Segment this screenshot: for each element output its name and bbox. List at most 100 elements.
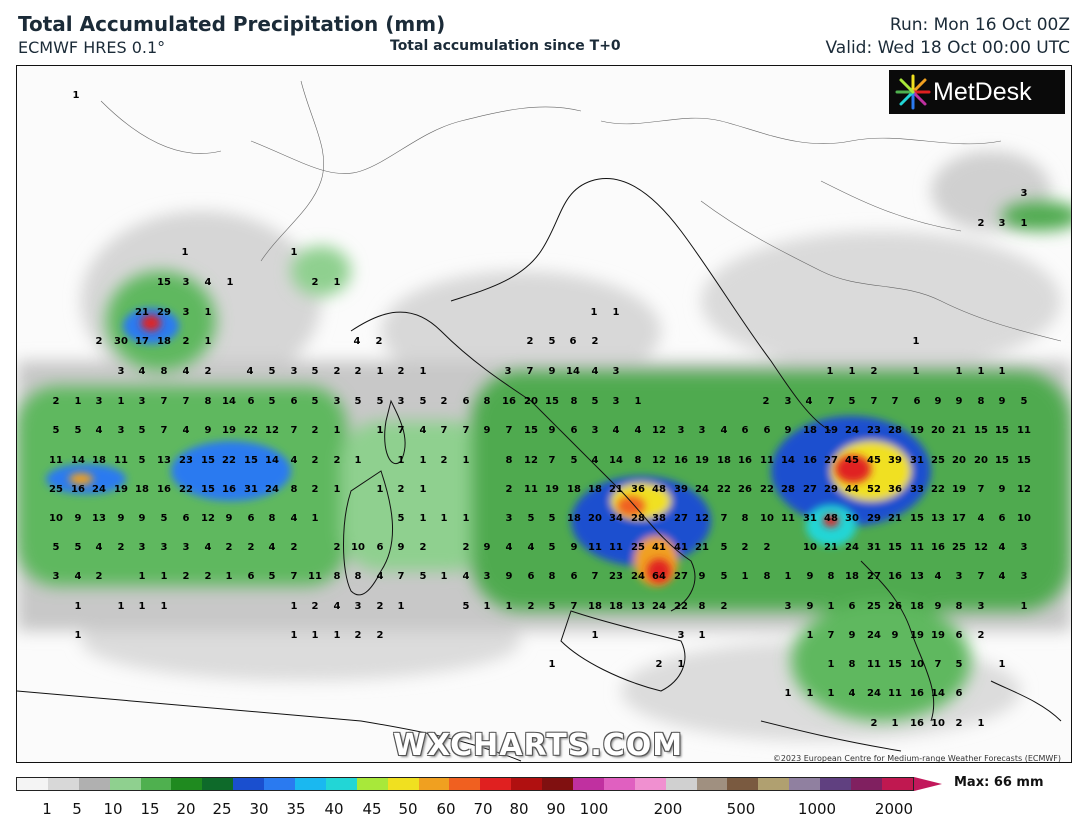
value-label: 1 [139, 571, 146, 582]
value-label: 3 [161, 542, 168, 553]
value-label: 2 [96, 336, 103, 347]
legend-tick-label: 50 [398, 800, 418, 818]
value-label: 18 [588, 484, 602, 495]
value-label: 14 [609, 455, 623, 466]
value-label: 15 [201, 484, 215, 495]
value-label: 13 [931, 513, 945, 524]
value-label: 2 [183, 336, 190, 347]
value-label: 8 [269, 513, 276, 524]
value-label: 1 [118, 396, 125, 407]
value-label: 4 [592, 366, 599, 377]
value-label: 5 [549, 336, 556, 347]
value-label: 5 [571, 455, 578, 466]
value-label: 8 [828, 571, 835, 582]
value-label: 5 [463, 601, 470, 612]
value-label: 11 [867, 659, 881, 670]
value-label: 5 [269, 571, 276, 582]
value-label: 14 [265, 455, 279, 466]
value-label: 2 [377, 601, 384, 612]
value-label: 11 [910, 542, 924, 553]
value-label: 16 [738, 455, 752, 466]
value-label: 39 [888, 455, 902, 466]
value-label: 3 [592, 425, 599, 436]
value-label: 28 [781, 484, 795, 495]
value-label: 7 [398, 571, 405, 582]
value-label: 3 [334, 396, 341, 407]
value-label: 26 [738, 484, 752, 495]
value-label: 3 [956, 571, 963, 582]
value-label: 27 [867, 571, 881, 582]
value-label: 9 [999, 484, 1006, 495]
value-label: 33 [910, 484, 924, 495]
value-label: 12 [265, 425, 279, 436]
value-label: 3 [678, 425, 685, 436]
value-label: 3 [355, 601, 362, 612]
value-label: 2 [764, 542, 771, 553]
legend-swatch [634, 778, 666, 790]
value-label: 4 [96, 542, 103, 553]
value-label: 23 [609, 571, 623, 582]
value-label: 4 [999, 571, 1006, 582]
value-label: 6 [463, 396, 470, 407]
value-label: 3 [613, 366, 620, 377]
value-label: 5 [355, 396, 362, 407]
value-label: 23 [867, 425, 881, 436]
value-label: 16 [157, 484, 171, 495]
model-name: ECMWF HRES 0.1° [18, 38, 166, 57]
value-label: 14 [71, 455, 85, 466]
value-label: 3 [398, 396, 405, 407]
value-label: 1 [742, 571, 749, 582]
value-label: 16 [888, 571, 902, 582]
value-label: 22 [222, 455, 236, 466]
legend-tick-label: 2000 [874, 800, 914, 818]
value-label: 2 [871, 718, 878, 729]
value-label: 7 [398, 425, 405, 436]
value-label: 18 [588, 601, 602, 612]
value-label: 5 [549, 513, 556, 524]
value-label: 20 [974, 455, 988, 466]
value-label: 2 [376, 336, 383, 347]
value-label: 14 [931, 688, 945, 699]
value-label: 1 [484, 601, 491, 612]
value-label: 7 [549, 455, 556, 466]
legend-swatch [387, 778, 419, 790]
value-label: 6 [849, 601, 856, 612]
value-label: 4 [721, 425, 728, 436]
value-label: 1 [827, 366, 834, 377]
value-label: 10 [931, 718, 945, 729]
legend-swatch [820, 778, 852, 790]
value-label: 8 [742, 513, 749, 524]
value-label: 45 [867, 455, 881, 466]
value-label: 9 [807, 571, 814, 582]
value-label: 9 [935, 396, 942, 407]
precipitation-map[interactable]: 1 1 1 15 3 4 1 2 1 21 29 3 1 1 1 2 30 17 18 2 1 4 2 2 5 6 2 1 3 4 8 4 2 4… [16, 65, 1072, 763]
value-label: 11 [781, 513, 795, 524]
value-label: 3 [785, 601, 792, 612]
value-label: 18 [609, 601, 623, 612]
value-label: 16 [803, 455, 817, 466]
value-label: 52 [867, 484, 881, 495]
value-label: 1 [420, 513, 427, 524]
value-label: 13 [92, 513, 106, 524]
value-label: 17 [135, 336, 149, 347]
value-label: 1 [463, 455, 470, 466]
value-label: 9 [549, 366, 556, 377]
value-label: 10 [910, 659, 924, 670]
value-label: 1 [785, 688, 792, 699]
value-label: 20 [931, 425, 945, 436]
value-label: 8 [355, 571, 362, 582]
value-label: 4 [354, 336, 361, 347]
value-label: 1 [807, 630, 814, 641]
value-label: 1 [978, 718, 985, 729]
value-label: 44 [845, 484, 859, 495]
value-label: 15 [201, 455, 215, 466]
value-label: 48 [652, 484, 666, 495]
value-label: 1 [635, 396, 642, 407]
wxcharts-watermark: WXCHARTS.COM [393, 728, 684, 763]
value-label: 2 [398, 366, 405, 377]
value-label: 23 [179, 455, 193, 466]
value-label: 1 [334, 425, 341, 436]
value-label: 21 [824, 542, 838, 553]
value-label: 2 [742, 542, 749, 553]
value-label: 18 [157, 336, 171, 347]
